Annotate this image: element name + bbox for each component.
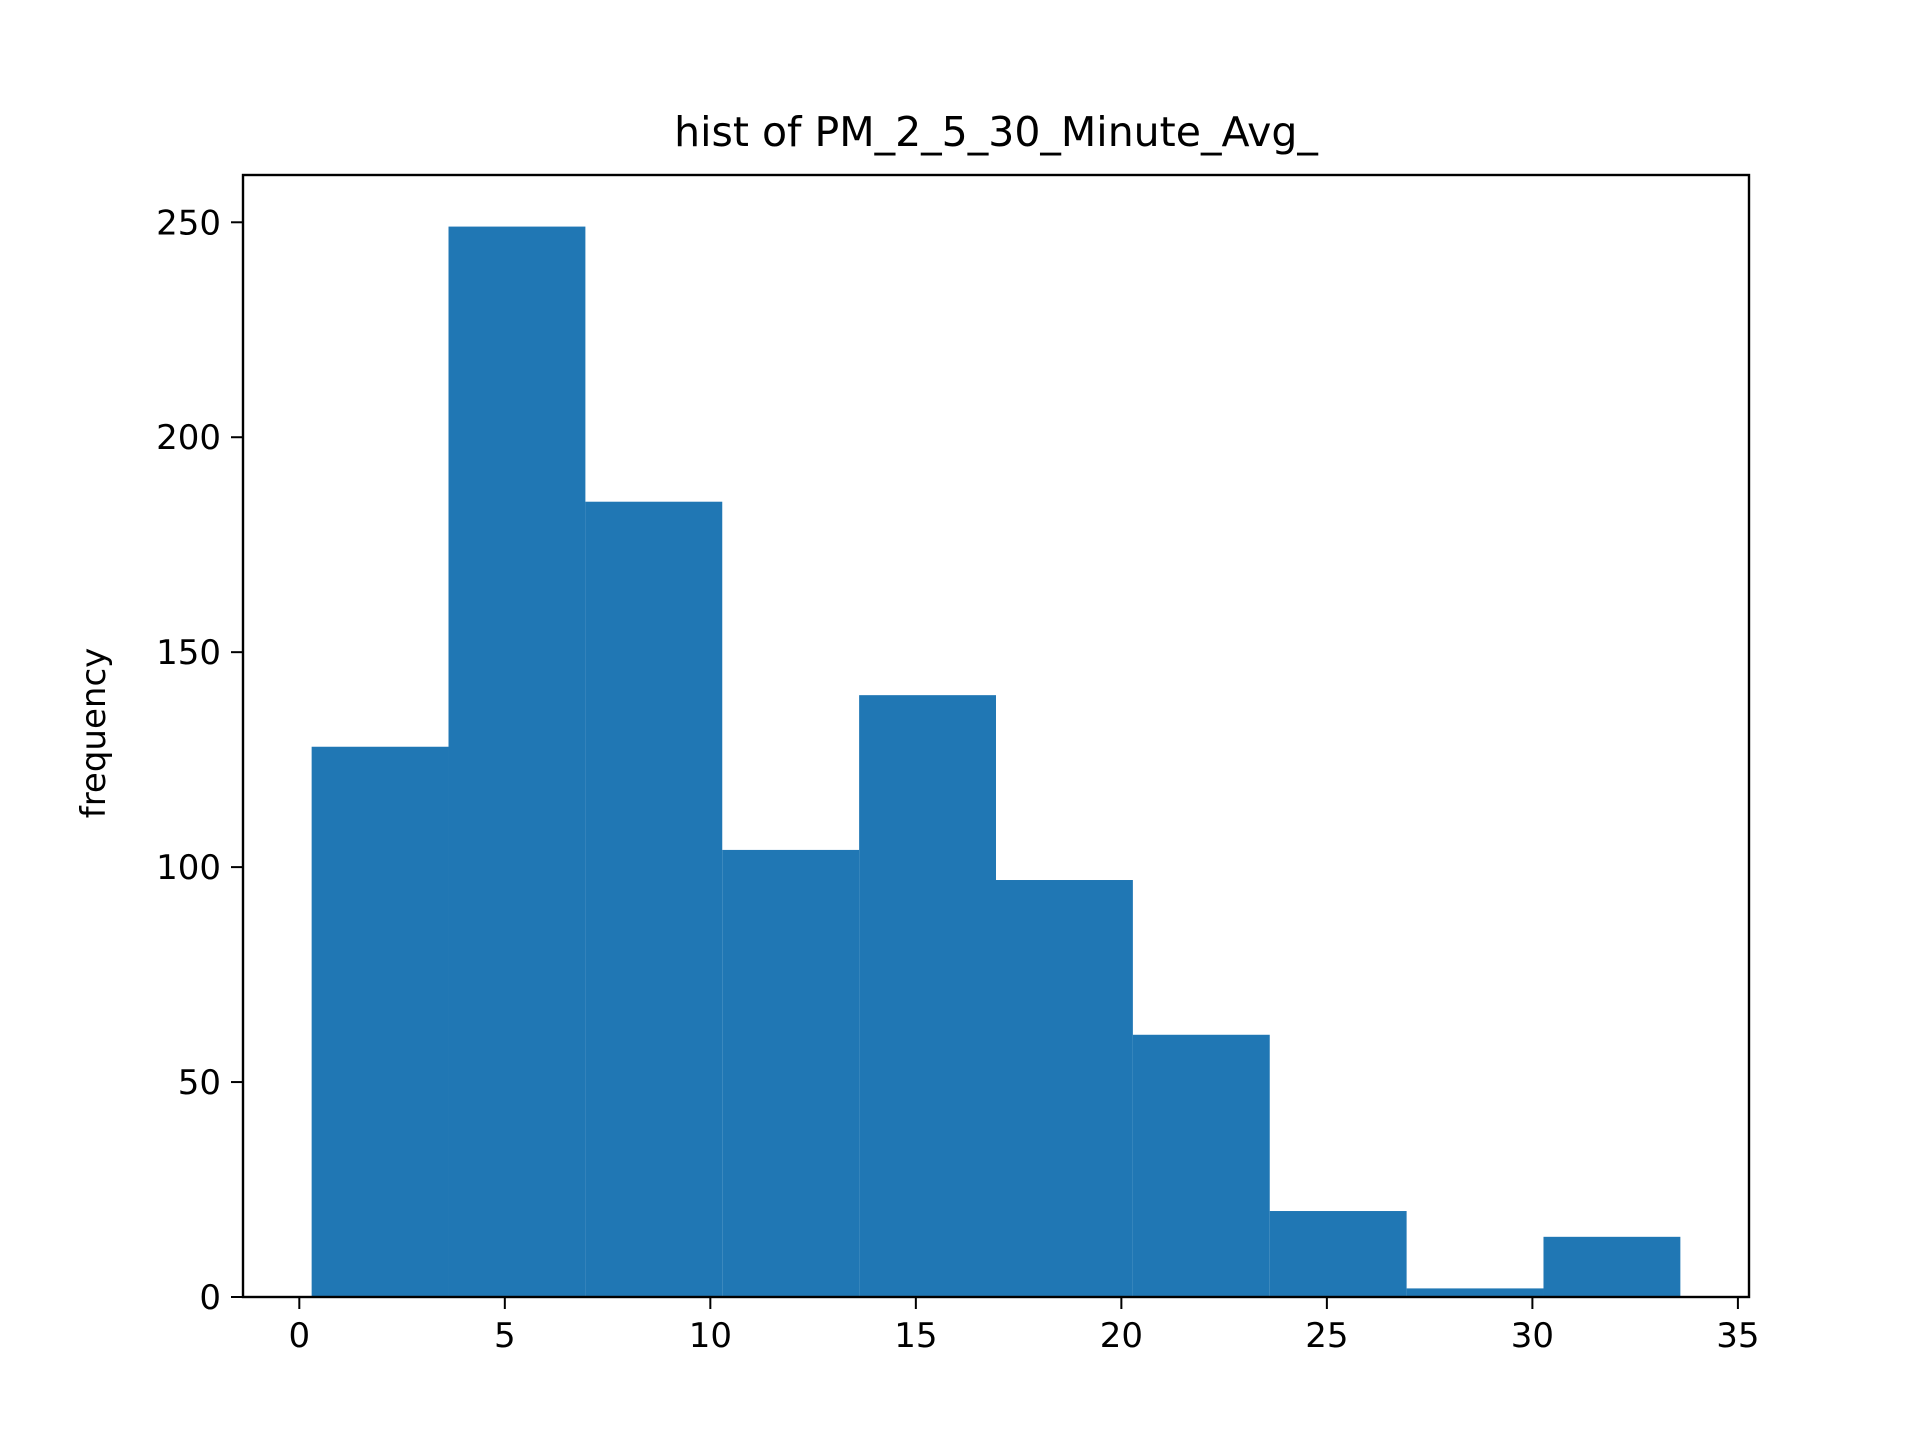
x-tick-label: 10 <box>689 1316 732 1356</box>
histogram-bar-10 <box>1543 1236 1681 1297</box>
x-tick-label: 35 <box>1716 1316 1759 1356</box>
histogram-bar-9 <box>1406 1288 1544 1297</box>
y-axis-label: frequency <box>74 648 114 819</box>
chart-title: hist of PM_2_5_30_Minute_Avg_ <box>674 108 1318 156</box>
x-tick-label: 30 <box>1511 1316 1554 1356</box>
y-tick-label: 200 <box>156 418 221 458</box>
histogram-bar-3 <box>585 501 723 1297</box>
x-tick-label: 15 <box>894 1316 937 1356</box>
histogram-bar-8 <box>1269 1211 1407 1297</box>
histogram-bar-4 <box>722 849 860 1297</box>
histogram-bar-2 <box>448 226 586 1298</box>
histogram-bar-6 <box>996 880 1133 1297</box>
histogram-bar-7 <box>1132 1034 1270 1297</box>
histogram-bar-5 <box>859 695 996 1297</box>
x-tick-label: 5 <box>494 1316 516 1356</box>
histogram-bar-1 <box>311 746 449 1297</box>
ticks-group: 0 5 10 15 20 25 30 35 0 50 100 150 200 250 <box>156 203 1759 1356</box>
y-tick-label: 0 <box>199 1278 221 1318</box>
x-tick-label: 0 <box>288 1316 310 1356</box>
y-tick-label: 150 <box>156 633 221 673</box>
plot-frame <box>241 173 1751 1299</box>
bars-group <box>311 226 1681 1298</box>
y-tick-label: 50 <box>178 1063 221 1103</box>
x-tick-label: 20 <box>1100 1316 1143 1356</box>
y-tick-label: 100 <box>156 848 221 888</box>
x-tick-label: 25 <box>1305 1316 1348 1356</box>
y-tick-label: 250 <box>156 203 221 243</box>
